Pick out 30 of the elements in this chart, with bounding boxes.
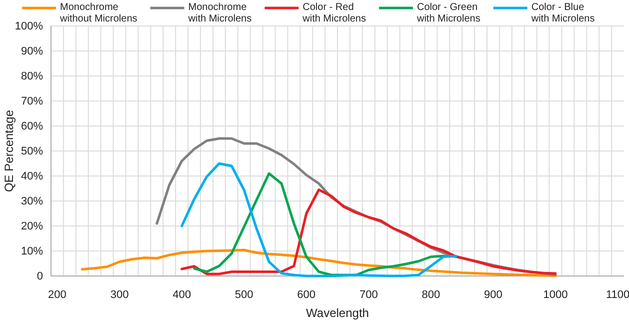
x-axis-title: Wavelength [306, 306, 369, 320]
x-tick-label: 500 [234, 288, 254, 301]
legend-label: Monochrome without Microlens [59, 2, 138, 24]
legend-label: Color - Blue with Microlens [530, 2, 595, 24]
y-axis-title: QE Percentage [2, 110, 16, 192]
x-tick-label: 900 [484, 288, 502, 301]
x-tick-label: 400 [172, 288, 191, 301]
y-tick-label: 80% [20, 70, 44, 83]
y-tick-label: 10% [20, 246, 44, 258]
legend-label: Color - Green with Microlens [416, 2, 480, 24]
y-tick-label: 40% [20, 170, 44, 183]
y-tick-label: 90% [20, 46, 44, 58]
y-tick-label: 0 [36, 270, 43, 283]
y-tick-label: 100% [14, 20, 44, 33]
legend-label: Color - Red with Microlens [302, 2, 366, 24]
y-tick-label: 60% [20, 120, 44, 133]
y-tick-label: 30% [20, 196, 44, 208]
x-tick-label: 200 [48, 288, 66, 301]
x-tick-label: 1000 [543, 288, 568, 301]
x-tick-label: 700 [359, 288, 378, 301]
line-series [180, 188, 557, 276]
y-tick-label: 50% [20, 146, 44, 158]
x-tick-label: 1100 [606, 288, 629, 301]
legend-label: Monochrome with Microlens [187, 2, 252, 24]
x-tick-label: 300 [110, 288, 129, 301]
x-tick-label: 800 [422, 288, 440, 301]
y-tick-label: 20% [20, 220, 44, 233]
x-tick-label: 600 [297, 288, 316, 301]
y-tick-label: 70% [20, 96, 44, 108]
line-series [80, 248, 557, 277]
